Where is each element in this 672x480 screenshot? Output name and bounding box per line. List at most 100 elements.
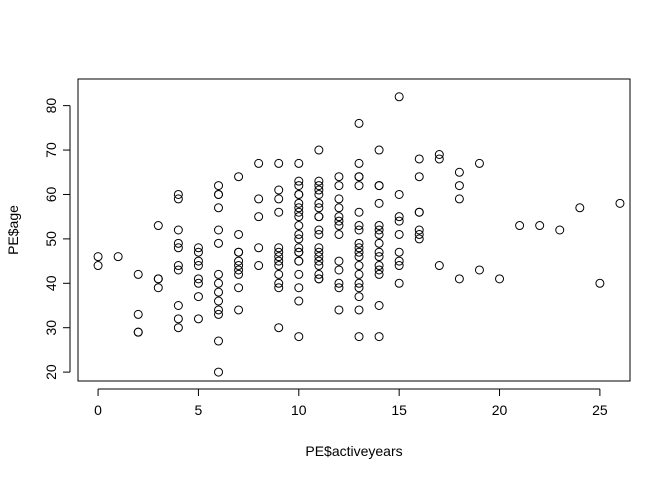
data-point: [374, 229, 384, 239]
data-point: [414, 229, 424, 239]
data-point: [354, 118, 364, 128]
data-point: [394, 247, 404, 257]
y-tick-label: 20: [43, 364, 59, 380]
data-point: [274, 252, 284, 262]
data-point: [193, 314, 203, 324]
data-point: [234, 305, 244, 315]
data-point: [173, 194, 183, 204]
data-point: [354, 278, 364, 288]
data-point: [354, 332, 364, 342]
data-point: [434, 150, 444, 159]
data-point: [595, 278, 605, 288]
data-point: [334, 256, 344, 266]
data-point: [394, 261, 404, 271]
data-point: [173, 261, 183, 271]
data-point: [414, 234, 424, 244]
data-point: [314, 261, 324, 271]
y-tick-label: 40: [43, 275, 59, 291]
data-point: [234, 265, 244, 275]
data-point: [214, 189, 224, 199]
data-point: [314, 225, 324, 235]
data-point: [234, 256, 244, 266]
data-point: [214, 367, 224, 377]
data-point: [294, 256, 304, 266]
data-point: [374, 221, 384, 231]
data-point: [314, 274, 324, 284]
data-point: [294, 203, 304, 213]
data-point: [294, 198, 304, 208]
data-point: [334, 216, 344, 226]
data-point: [314, 212, 324, 222]
data-point: [274, 256, 284, 266]
data-point: [334, 203, 344, 213]
data-point: [454, 194, 464, 204]
data-point: [294, 176, 304, 186]
data-point: [274, 269, 284, 279]
data-point: [454, 274, 464, 284]
data-point: [314, 269, 324, 279]
data-point: [374, 238, 384, 248]
data-point: [374, 181, 384, 191]
data-point: [214, 203, 224, 213]
data-point: [254, 261, 264, 271]
data-point: [314, 252, 324, 262]
x-axis-label: PE$activeyears: [305, 443, 402, 459]
data-point: [214, 309, 224, 319]
data-point: [294, 229, 304, 239]
data-point: [193, 261, 203, 271]
data-point: [454, 167, 464, 177]
data-point: [294, 332, 304, 342]
data-point: [314, 229, 324, 239]
data-point: [173, 265, 183, 275]
data-point: [354, 172, 364, 182]
data-point: [254, 212, 264, 222]
data-point: [334, 305, 344, 315]
data-point: [374, 225, 384, 235]
data-point: [354, 269, 364, 279]
data-point: [193, 278, 203, 288]
data-point: [274, 185, 284, 195]
data-point: [354, 158, 364, 168]
data-point: [274, 247, 284, 257]
data-point: [294, 269, 304, 279]
data-point: [274, 261, 284, 271]
data-point: [294, 189, 304, 199]
data-point: [214, 296, 224, 306]
data-point: [214, 269, 224, 279]
data-point: [234, 261, 244, 271]
data-point: [113, 252, 123, 262]
data-point: [193, 243, 203, 253]
data-point: [153, 221, 163, 231]
data-point: [394, 92, 404, 102]
data-point: [374, 332, 384, 342]
data-point: [334, 221, 344, 231]
x-tick-label: 15: [391, 402, 407, 418]
data-point: [474, 158, 484, 168]
data-point: [394, 278, 404, 288]
data-point: [274, 194, 284, 204]
plot-frame: [77, 78, 631, 382]
x-tick-label: 0: [94, 402, 102, 418]
data-point: [354, 225, 364, 235]
data-point: [274, 207, 284, 217]
data-point: [575, 203, 585, 213]
data-point: [354, 247, 364, 257]
data-point: [294, 234, 304, 244]
data-point: [354, 181, 364, 191]
data-point: [334, 265, 344, 275]
data-point: [414, 154, 424, 164]
data-point: [254, 243, 264, 253]
data-point: [334, 212, 344, 222]
data-point: [133, 327, 143, 337]
data-point: [354, 283, 364, 293]
data-point: [555, 225, 565, 235]
data-point: [254, 158, 264, 168]
data-point: [274, 158, 284, 168]
data-point: [354, 207, 364, 217]
data-point: [394, 216, 404, 226]
data-point: [214, 181, 224, 191]
data-point: [294, 283, 304, 293]
data-point: [314, 181, 324, 191]
data-points: [93, 92, 625, 377]
data-point: [93, 252, 103, 262]
